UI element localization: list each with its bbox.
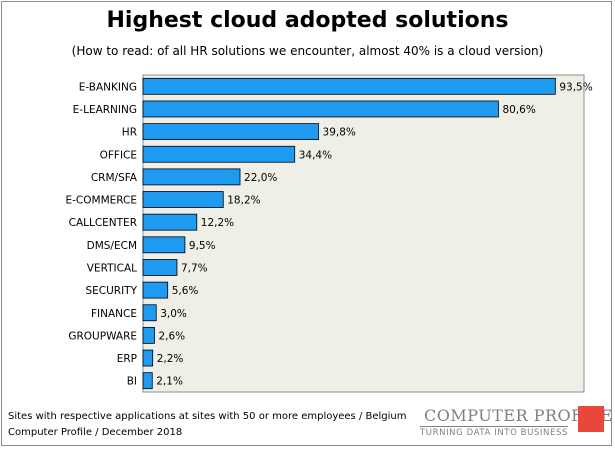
value-label: 5,6% [172,285,199,297]
value-label: 18,2% [227,195,260,207]
bar [142,326,155,344]
chart-subtitle: (How to read: of all HR solutions we enc… [71,44,544,58]
bar [142,372,153,390]
category-label: VERTICAL [87,262,137,274]
category-label: FINANCE [91,308,137,320]
bar [142,281,169,299]
bar [142,236,186,254]
value-label: 7,7% [181,262,208,274]
category-label: ERP [117,353,137,365]
bar [142,123,319,141]
category-label: BI [127,376,137,388]
value-label: 80,6% [502,104,535,116]
value-label: 39,8% [323,127,356,139]
category-label: E-BANKING [79,81,137,93]
footnote-line-1: Sites with respective applications at si… [8,411,407,422]
category-label: CALLCENTER [69,217,137,229]
category-label: DMS/ECM [87,240,137,252]
bar [142,145,296,163]
bar [142,100,499,118]
value-label: 12,2% [201,217,234,229]
bar [142,213,198,231]
value-label: 2,2% [157,353,184,365]
value-label: 93,5% [559,81,592,93]
company-logo: COMPUTER PROFILE TURNING DATA INTO BUSIN… [408,406,612,440]
bar [142,259,178,276]
category-label: E-LEARNING [73,104,137,116]
chart-title: Highest cloud adopted solutions [106,8,509,33]
category-label: SECURITY [85,285,137,297]
logo-tagline: TURNING DATA INTO BUSINESS [420,426,568,438]
category-label: CRM/SFA [91,172,138,184]
plot-area [142,74,585,393]
category-label: HR [122,127,137,139]
bar [142,349,154,367]
value-label: 34,4% [299,149,332,161]
value-label: 2,1% [156,376,183,388]
bar [142,304,157,322]
bar [142,191,224,208]
logo-name: COMPUTER PROFILE [424,406,613,425]
value-label: 22,0% [244,172,277,184]
category-label: GROUPWARE [68,330,137,342]
bar [142,77,556,95]
footnote-line-2: Computer Profile / December 2018 [8,427,183,438]
value-label: 2,6% [158,330,185,342]
bar [142,168,241,186]
logo-square-icon [578,406,604,432]
value-label: 9,5% [189,240,216,252]
category-label: E-COMMERCE [65,195,137,207]
category-label: OFFICE [100,149,137,161]
value-label: 3,0% [160,308,187,320]
